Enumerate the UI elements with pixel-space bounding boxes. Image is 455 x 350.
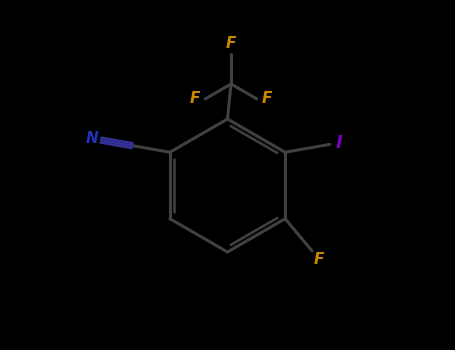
Text: F: F (190, 91, 200, 106)
Text: N: N (86, 131, 99, 146)
Text: F: F (262, 91, 273, 106)
Text: F: F (314, 252, 324, 267)
Text: F: F (226, 36, 236, 51)
Text: I: I (335, 134, 342, 152)
